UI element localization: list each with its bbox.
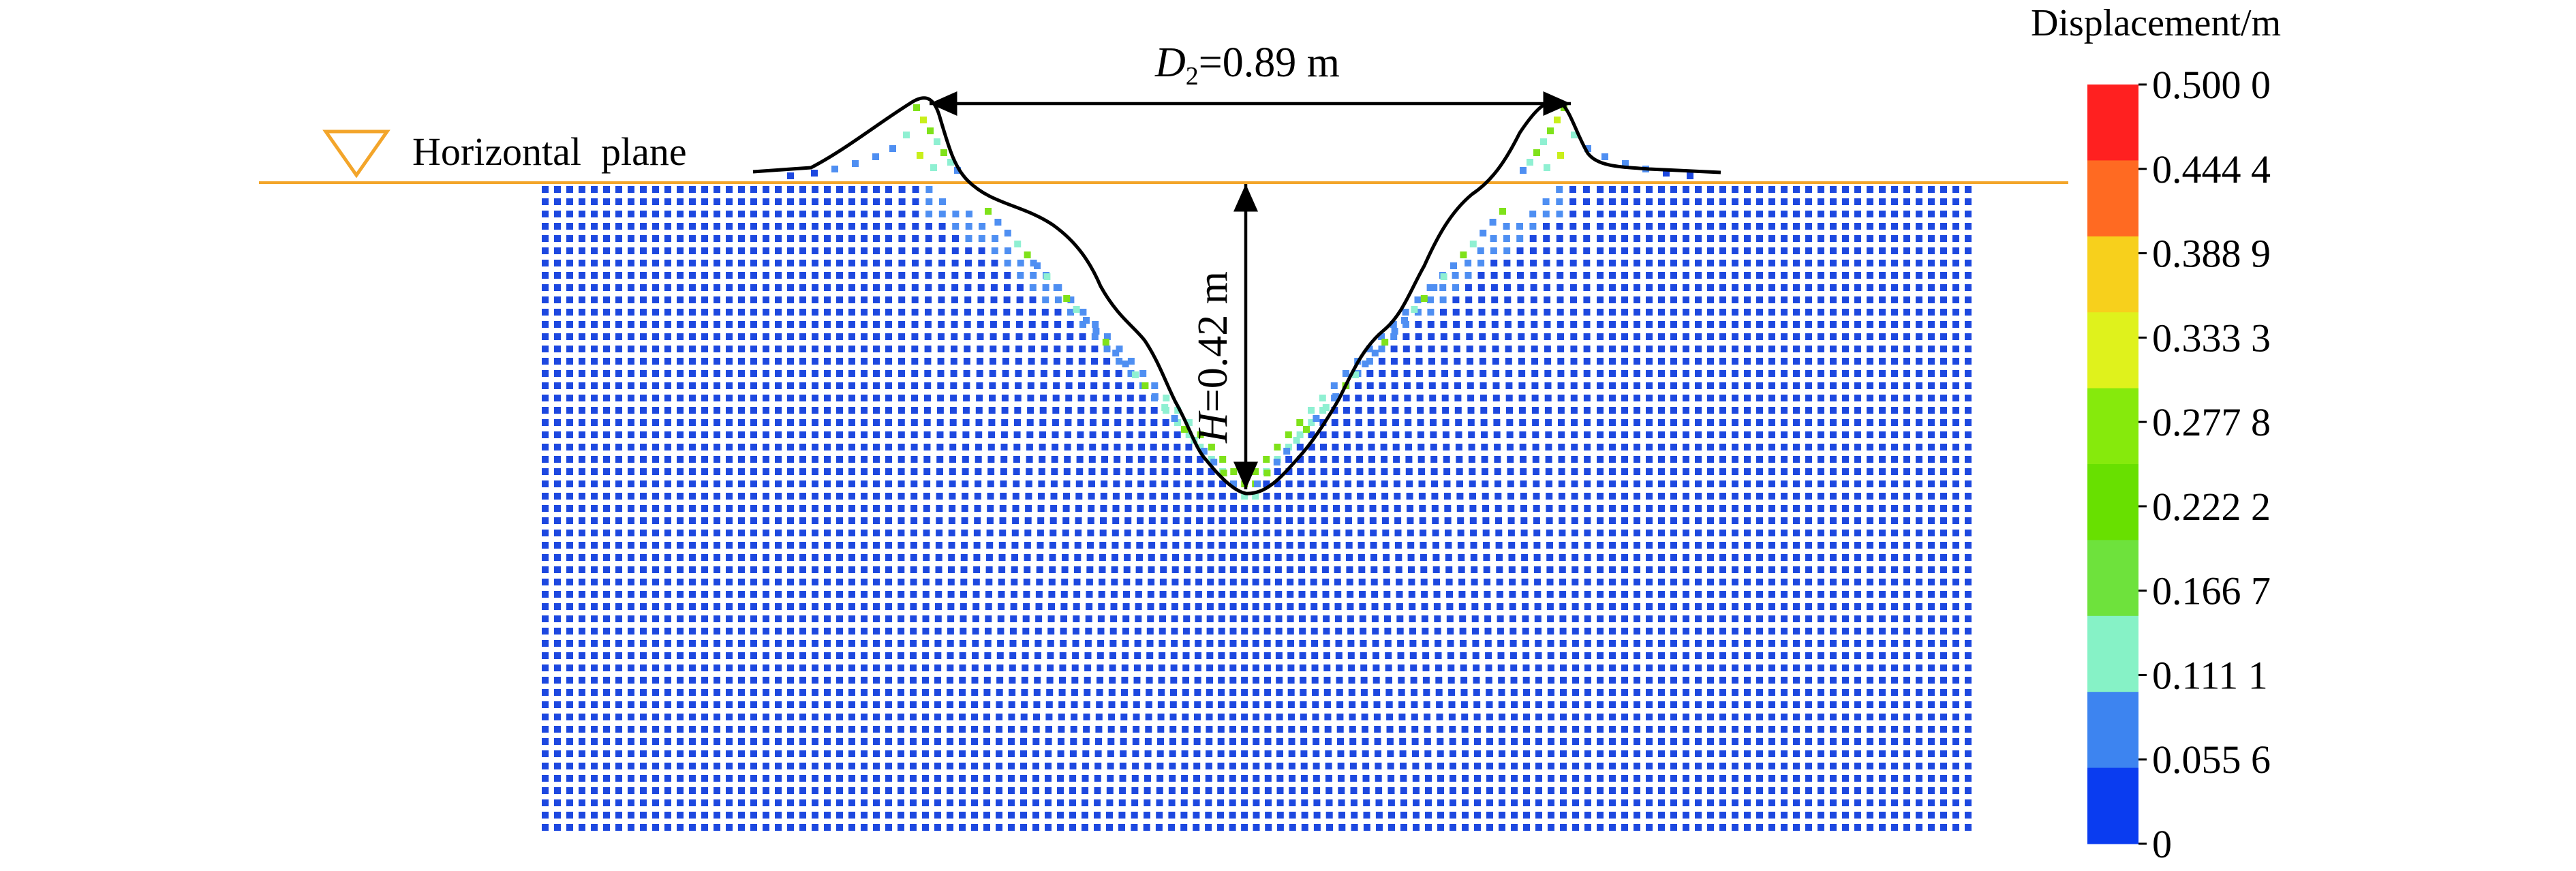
colorbar-segment xyxy=(2087,767,2138,844)
colorbar-tick-label: 0.388 9 xyxy=(2152,232,2271,276)
colorbar-title: Displacement/m xyxy=(2031,2,2281,44)
colorbar-tick-label: 0.055 6 xyxy=(2152,737,2271,782)
colorbar-blocks xyxy=(2087,85,2138,844)
colorbar-segment xyxy=(2087,85,2138,161)
colorbar-tick-label: 0 xyxy=(2152,822,2172,866)
colorbar-segment xyxy=(2087,236,2138,313)
colorbar-ticks: 0.500 0 0.444 4 0.388 9 0.333 3 0.277 8 0.222… xyxy=(2138,63,2271,866)
colorbar-segment xyxy=(2087,312,2138,389)
colorbar-tick-label: 0.277 8 xyxy=(2152,400,2271,444)
colorbar-tick-label: 0.333 3 xyxy=(2152,316,2271,360)
colorbar-segment xyxy=(2087,388,2138,465)
colorbar-tick-label: 0.222 2 xyxy=(2152,485,2271,529)
colorbar-segment xyxy=(2087,692,2138,769)
colorbar-segment xyxy=(2087,615,2138,692)
colorbar: Displacement/m 0.500 0 0.444 4 0.388 9 0.33… xyxy=(2031,2,2281,866)
colorbar-tick-label: 0.444 4 xyxy=(2152,147,2271,192)
colorbar-tick-label: 0.111 1 xyxy=(2152,653,2268,697)
colorbar-segment xyxy=(2087,160,2138,237)
colorbar-segment xyxy=(2087,464,2138,540)
colorbar-segment xyxy=(2087,540,2138,617)
horizontal-plane-label: Horizontal plane xyxy=(412,129,687,174)
depth-label: H=0.42 m xyxy=(1190,271,1236,444)
particle-field xyxy=(542,104,1972,831)
crater-outline xyxy=(752,96,1721,495)
colorbar-tick-label: 0.166 7 xyxy=(2152,569,2271,613)
water-level-triangle-icon xyxy=(322,129,390,179)
colorbar-tick-label: 0.500 0 xyxy=(2152,63,2271,107)
diameter-label: D2=0.89 m xyxy=(1154,40,1340,91)
